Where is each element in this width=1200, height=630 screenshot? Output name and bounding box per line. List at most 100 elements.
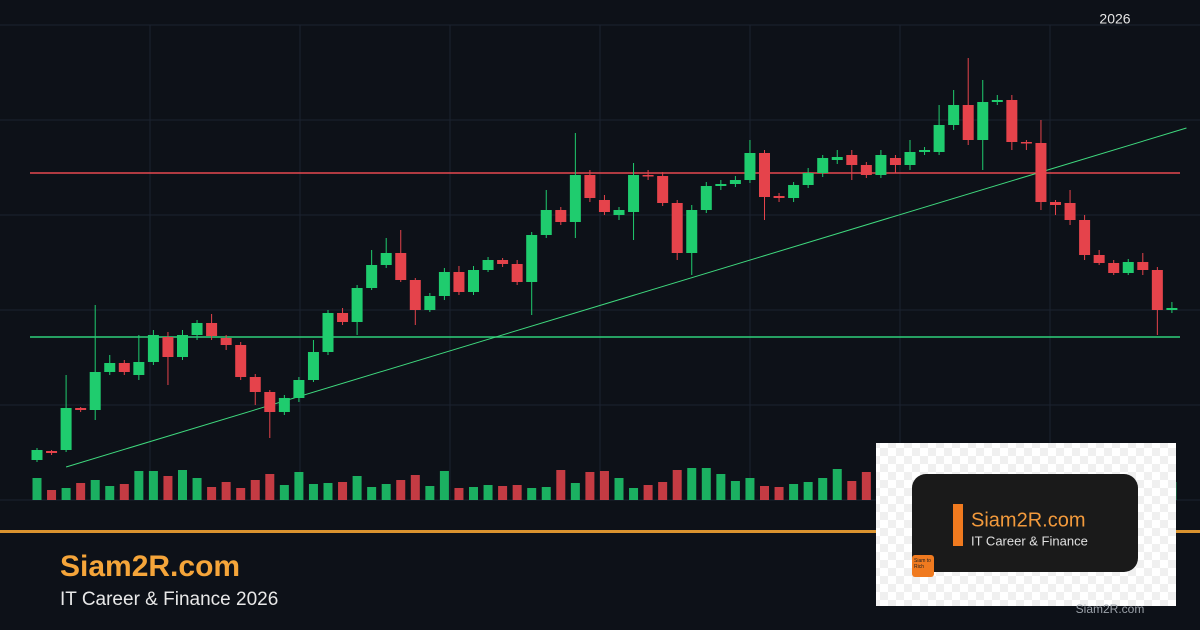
candle-body (322, 313, 334, 352)
card (912, 474, 1138, 572)
candle-body (60, 408, 72, 450)
volume-bar (221, 482, 231, 500)
candle-body (642, 175, 654, 177)
candle-body (788, 185, 800, 198)
volume-bar (599, 471, 609, 500)
volume-bar (687, 468, 697, 500)
candle-body (264, 392, 276, 412)
volume-bar (832, 469, 842, 500)
candle-body (671, 203, 683, 253)
candle-body (1079, 220, 1091, 255)
candle-body (991, 100, 1003, 102)
candle-body (366, 265, 378, 288)
volume-bar (338, 482, 348, 500)
volume-bar (760, 486, 769, 500)
candle-body (206, 323, 218, 336)
candle-body (351, 288, 363, 322)
candle-body (598, 200, 610, 212)
watermark: Siam2R.com (1076, 602, 1145, 616)
candle-body (1108, 263, 1120, 273)
volume-bar (207, 487, 217, 500)
candle-body (468, 270, 479, 292)
volume-bar (279, 485, 289, 500)
candle-body (817, 158, 829, 173)
candle-body (831, 157, 843, 160)
candle-body (613, 210, 625, 215)
volume-bar (61, 488, 71, 500)
volume-bar (585, 472, 595, 500)
volume-bar (556, 470, 566, 500)
volume-bar (178, 470, 187, 500)
volume-bar (847, 481, 857, 500)
candle-body (482, 260, 494, 270)
volume-bar (774, 487, 784, 500)
volume-bar (47, 490, 57, 500)
candle-body (773, 196, 785, 198)
volume-bar (789, 484, 799, 500)
candle-body (497, 260, 509, 264)
volume-bar (410, 475, 420, 500)
volume-bar (323, 483, 333, 500)
volume-bar (701, 468, 711, 500)
candle-body (337, 313, 349, 322)
candle-body (177, 335, 188, 357)
volume-bar (134, 471, 144, 500)
candle-body (1050, 202, 1061, 205)
candle-body (147, 335, 159, 362)
brand-subtitle: IT Career & Finance 2026 (60, 589, 278, 610)
candle-body (948, 105, 960, 125)
candle-body (933, 125, 945, 152)
candle-body (409, 280, 421, 310)
candle-body (846, 155, 858, 165)
candle-body (1020, 142, 1032, 144)
candle-body (904, 152, 916, 165)
icon-label-box: Siam to Rich (914, 558, 931, 570)
candle-body (278, 398, 290, 412)
candle-body (1093, 255, 1105, 263)
candle-body (889, 158, 901, 165)
volume-bar (483, 485, 493, 500)
volume-bar (119, 484, 129, 500)
candle-body (31, 450, 43, 460)
candle-body (540, 210, 552, 235)
volume-bar (236, 488, 246, 500)
volume-bar (861, 472, 871, 500)
volume-bar (730, 481, 740, 500)
candle-body (75, 408, 87, 410)
volume-bar (818, 478, 828, 500)
volume-bar (629, 488, 639, 500)
volume-bar (90, 480, 100, 500)
candle-body (1006, 100, 1018, 142)
volume-bar (512, 485, 522, 500)
candle-body (46, 451, 58, 453)
marks (30, 58, 1187, 500)
candle-body (1122, 262, 1134, 273)
volume-bar (163, 476, 173, 500)
card-title: Siam2R.com (971, 509, 1085, 531)
candle-body (293, 380, 305, 398)
candle-body (977, 102, 989, 140)
candle-body (162, 337, 174, 357)
icon (912, 555, 934, 577)
candle-body (569, 175, 581, 222)
candle-body (802, 173, 814, 185)
volume-bar (105, 486, 115, 500)
volume-bar (658, 482, 668, 500)
candle-body (729, 180, 741, 184)
volume-bar (527, 488, 537, 500)
candle-body (759, 153, 770, 197)
volume-bar (672, 470, 682, 500)
candle-body (628, 175, 640, 212)
candle-body (104, 363, 116, 372)
candle-body (919, 150, 931, 152)
volume-bar (498, 486, 508, 500)
volume-bar (643, 485, 653, 500)
volume-bar (614, 478, 624, 500)
volume-bar (439, 471, 449, 500)
volume-bar (367, 487, 377, 500)
candle-body (962, 105, 974, 140)
brand-title: Siam2R.com (60, 550, 240, 583)
volume-bar (745, 478, 755, 500)
